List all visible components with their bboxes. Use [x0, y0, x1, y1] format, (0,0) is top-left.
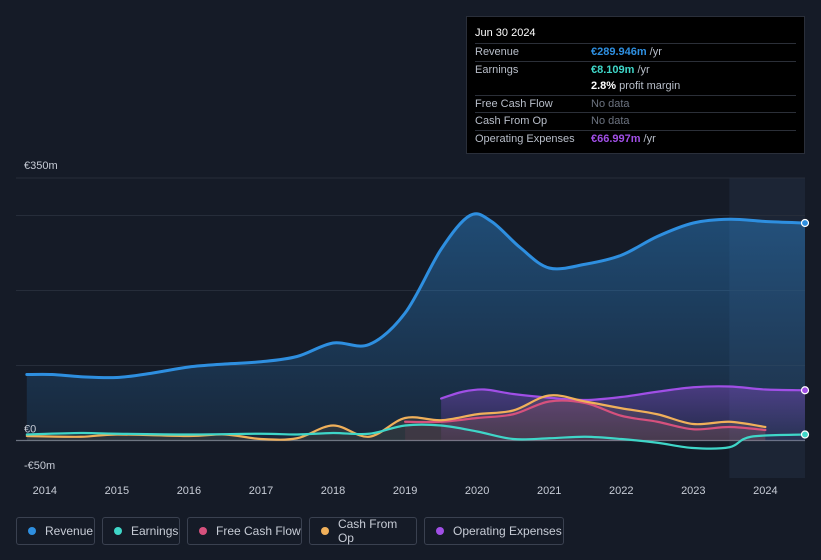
revenue-line — [25, 212, 807, 380]
tooltip-row-unit: /yr — [643, 132, 656, 145]
operating-expenses-line — [440, 385, 807, 402]
x-tick-label: 2019 — [393, 485, 417, 497]
tooltip-row: Free Cash Flow No data — [475, 94, 796, 113]
tooltip-row-label: Cash From Op — [475, 115, 548, 128]
operating-expenses-area — [441, 386, 805, 441]
x-tick-label: 2024 — [753, 485, 777, 497]
x-tick-label: 2020 — [465, 485, 489, 497]
tooltip-row-label: Revenue — [475, 46, 520, 58]
tooltip-row: Operating Expenses €66.997m/yr — [475, 129, 796, 148]
free-cash-flow-line — [403, 399, 767, 432]
cash-from-op-area — [26, 395, 766, 441]
tooltip-row: 2.8% profit margin — [475, 78, 796, 95]
tooltip-row-unit: /yr — [649, 46, 662, 58]
operating-expenses-endpoint — [800, 386, 810, 395]
revenue-endpoint — [800, 218, 810, 228]
x-tick-label: 2017 — [249, 485, 273, 497]
tooltip-row-label — [475, 78, 591, 95]
legend-item-revenue[interactable]: Revenue — [16, 517, 95, 545]
tooltip-row-label: Earnings — [475, 63, 519, 76]
legend-dot-icon — [321, 527, 329, 535]
legend-dot-icon — [114, 527, 122, 535]
y-tick-label: -€50m — [24, 460, 55, 472]
x-tick-label: 2023 — [681, 485, 705, 497]
tooltip-row: Revenue €289.946m/yr — [475, 43, 796, 61]
x-tick-label: 2016 — [177, 485, 201, 497]
legend-dot-icon — [199, 527, 207, 535]
x-tick-label: 2018 — [321, 485, 345, 497]
tooltip-row-value: €289.946m — [591, 46, 647, 58]
tooltip-date: Jun 30 2024 — [475, 27, 536, 39]
tooltip-row-label: Free Cash Flow — [475, 97, 553, 110]
x-tick-label: 2015 — [105, 485, 129, 497]
tooltip-row: Earnings €8.109m/yr — [475, 60, 796, 79]
revenue-area — [26, 213, 805, 441]
tooltip-row-value: No data — [591, 115, 630, 128]
x-tick-label: 2021 — [537, 485, 561, 497]
tooltip-row-unit: /yr — [637, 63, 650, 76]
earnings-line — [25, 423, 807, 450]
tooltip-row-value: 2.8% — [591, 80, 617, 93]
legend-label: Operating Expenses — [453, 524, 562, 538]
cash-from-op-line — [25, 394, 767, 441]
legend-label: Earnings — [131, 524, 179, 538]
tooltip-row-label: Operating Expenses — [475, 132, 575, 145]
legend-item-operating-expenses[interactable]: Operating Expenses — [424, 517, 564, 545]
tooltip-row-unit: profit margin — [619, 80, 681, 93]
y-tick-label: €0 — [24, 424, 36, 436]
tooltip-row-value: No data — [591, 97, 630, 110]
earnings-endpoint — [800, 430, 810, 439]
legend-label: Free Cash Flow — [216, 524, 301, 538]
tooltip-row-value: €8.109m — [591, 63, 635, 76]
x-tick-label: 2022 — [609, 485, 633, 497]
legend-item-cash-from-op[interactable]: Cash From Op — [309, 517, 417, 545]
tooltip: Jun 30 2024 Revenue €289.946m/yr Earnings €… — [466, 16, 805, 154]
tooltip-row-value: €66.997m — [591, 132, 641, 145]
legend-dot-icon — [28, 527, 36, 535]
y-tick-label: €350m — [24, 160, 58, 172]
legend-label: Cash From Op — [337, 517, 398, 545]
x-tick-label: 2014 — [33, 485, 57, 497]
legend-dot-icon — [436, 527, 444, 535]
tooltip-row: Cash From Op No data — [475, 112, 796, 130]
legend-label: Revenue — [45, 524, 94, 538]
legend-item-free-cash-flow[interactable]: Free Cash Flow — [187, 517, 302, 545]
legend-item-earnings[interactable]: Earnings — [102, 517, 180, 545]
free-cash-flow-area — [405, 400, 766, 441]
